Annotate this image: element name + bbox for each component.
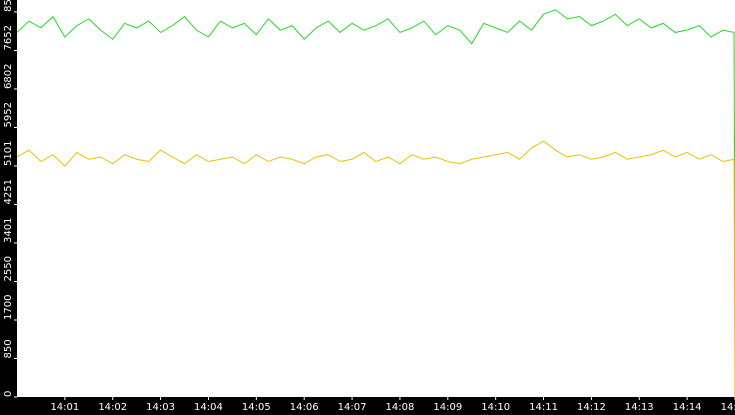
x-tick-label: 14:01 [50, 402, 79, 413]
y-axis-strip [0, 0, 17, 415]
x-tick-label: 14:11 [529, 402, 558, 413]
x-tick-label: 14:10 [481, 402, 510, 413]
x-tick-label: 14:03 [146, 402, 175, 413]
series-line [16, 140, 735, 398]
x-tick-label: 14:02 [98, 402, 127, 413]
x-tick-label: 14:14 [673, 402, 702, 413]
series-line [16, 9, 735, 275]
y-tick-label: 2550 [3, 256, 14, 281]
x-tick-label: 14:07 [338, 402, 367, 413]
y-tick-label: 3401 [3, 218, 14, 243]
y-tick-label: 8503 [3, 0, 14, 12]
y-tick-label: 5101 [3, 141, 14, 166]
x-tick-label: 14:09 [433, 402, 462, 413]
x-tick-label: 14:06 [290, 402, 319, 413]
x-tick-label: 14:08 [386, 402, 415, 413]
y-tick-label: 0 [3, 391, 14, 397]
y-tick-label: 7652 [3, 25, 14, 50]
x-tick-label: 14:04 [194, 402, 223, 413]
y-tick-label: 1700 [3, 295, 14, 320]
x-tick-label: 14:13 [625, 402, 654, 413]
x-axis-strip [0, 397, 735, 415]
y-tick-label: 6802 [3, 63, 14, 88]
y-tick-label: 4251 [3, 179, 14, 204]
x-tick-label: 14:12 [577, 402, 606, 413]
x-tick-label: 14:05 [242, 402, 271, 413]
y-tick-label: 5952 [3, 102, 14, 127]
y-tick-label: 850 [3, 339, 14, 358]
x-tick-label: 14:15 [721, 402, 735, 413]
